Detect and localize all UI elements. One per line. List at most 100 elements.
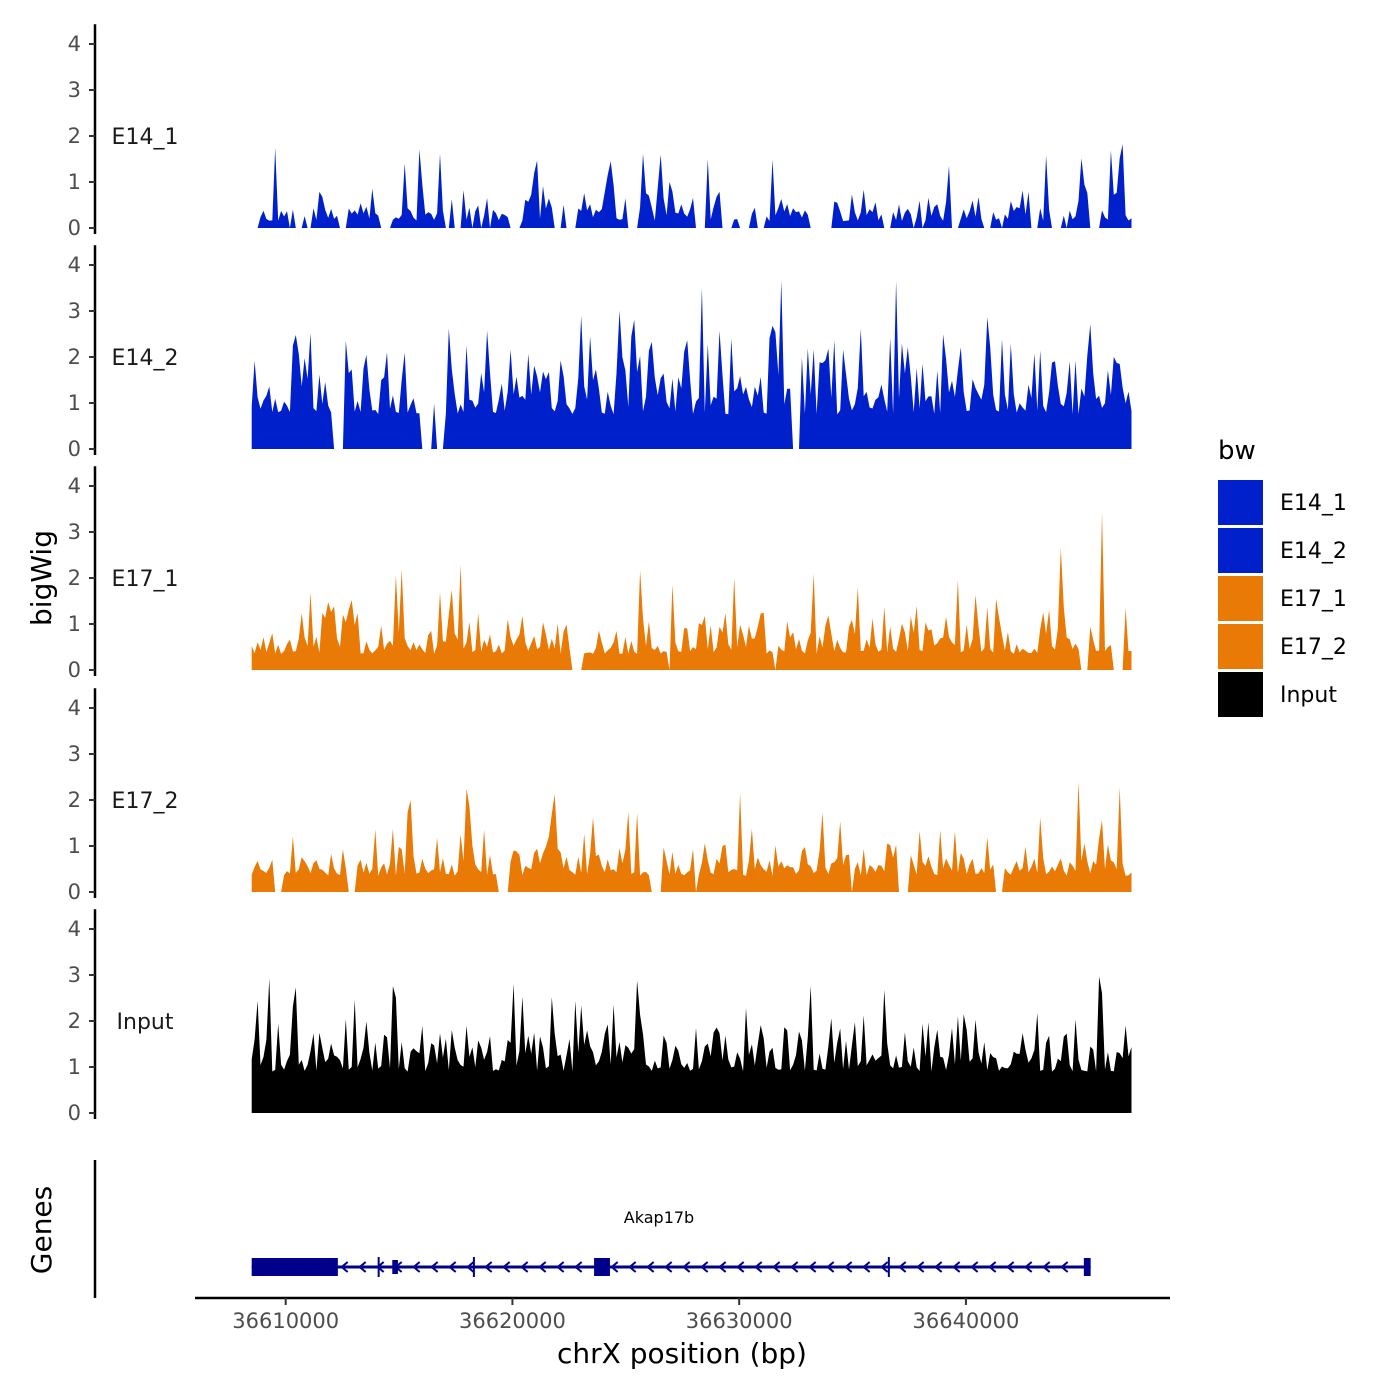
x-tick-label: 36630000 bbox=[686, 1309, 793, 1333]
strand-arrow bbox=[862, 1261, 871, 1273]
x-axis: 36610000 36620000 36630000 36640000 bbox=[195, 1296, 1170, 1333]
legend-key-Input bbox=[1218, 672, 1263, 717]
y-tick-label: 1 bbox=[68, 834, 81, 858]
strand-arrow bbox=[772, 1261, 781, 1273]
strand-arrow bbox=[934, 1261, 943, 1273]
strand-arrow bbox=[502, 1261, 511, 1273]
y-tick-label: 0 bbox=[68, 1101, 81, 1125]
strand-arrow bbox=[358, 1261, 367, 1273]
strand-arrow bbox=[826, 1261, 835, 1273]
strand-arrow bbox=[682, 1261, 691, 1273]
strand-arrow bbox=[754, 1261, 763, 1273]
y-tick-label: 3 bbox=[68, 78, 81, 102]
strand-arrow bbox=[430, 1261, 439, 1273]
strand-arrow bbox=[898, 1261, 907, 1273]
gene-exon bbox=[594, 1258, 610, 1276]
y-tick-label: 3 bbox=[68, 520, 81, 544]
strand-arrow bbox=[466, 1261, 475, 1273]
strand-arrow bbox=[574, 1261, 583, 1273]
y-tick-label: 1 bbox=[68, 391, 81, 415]
strand-arrow bbox=[808, 1261, 817, 1273]
y-tick-label: 0 bbox=[68, 658, 81, 682]
track-label-E17_2: E17_2 bbox=[112, 789, 179, 814]
strand-arrow bbox=[448, 1261, 457, 1273]
legend-label-E14_1: E14_1 bbox=[1280, 491, 1347, 516]
gene-name-label: Akap17b bbox=[624, 1208, 694, 1227]
strand-arrow bbox=[412, 1261, 421, 1273]
x-tick-label: 36640000 bbox=[912, 1309, 1019, 1333]
coverage-area-E14_1 bbox=[251, 144, 1132, 228]
coverage-area-E14_2 bbox=[251, 280, 1132, 449]
y-tick-label: 4 bbox=[68, 32, 81, 56]
strand-arrow bbox=[340, 1261, 349, 1273]
y-tick-label: 0 bbox=[68, 216, 81, 240]
track-E14_1: 0 1 2 3 4 E14_1 bbox=[68, 24, 1132, 240]
strand-arrow bbox=[664, 1261, 673, 1273]
legend: bw E14_1 E14_2 E17_1 E17_2 Input bbox=[1218, 436, 1347, 717]
coverage-tracks: 0 1 2 3 4 E14_1 0 1 2 3 4 E14_2 0 1 2 3 4 E17_1 0 1 2 3 4 E17_2… bbox=[68, 24, 1132, 1125]
y-tick-label: 3 bbox=[68, 742, 81, 766]
strand-arrow bbox=[844, 1261, 853, 1273]
legend-key-E14_1 bbox=[1218, 480, 1263, 525]
legend-key-E14_2 bbox=[1218, 528, 1263, 573]
y-tick-label: 3 bbox=[68, 299, 81, 323]
y-tick-label: 2 bbox=[68, 345, 81, 369]
strand-arrow bbox=[484, 1261, 493, 1273]
coverage-area-E17_1 bbox=[251, 512, 1132, 670]
track-E17_2: 0 1 2 3 4 E17_2 bbox=[68, 688, 1132, 904]
legend-label-Input: Input bbox=[1280, 683, 1337, 708]
y-tick-label: 1 bbox=[68, 170, 81, 194]
strand-arrow bbox=[988, 1261, 997, 1273]
track-E14_2: 0 1 2 3 4 E14_2 bbox=[68, 245, 1132, 461]
y-tick-label: 4 bbox=[68, 917, 81, 941]
y-axis-title: bigWig bbox=[25, 530, 58, 626]
coverage-area-E17_2 bbox=[251, 781, 1132, 892]
legend-label-E14_2: E14_2 bbox=[1280, 539, 1347, 564]
y-tick-label: 2 bbox=[68, 1009, 81, 1033]
track-Input: 0 1 2 3 4 Input bbox=[68, 909, 1132, 1125]
y-tick-label: 4 bbox=[68, 253, 81, 277]
strand-arrow bbox=[700, 1261, 709, 1273]
strand-arrow bbox=[916, 1261, 925, 1273]
y-tick-label: 0 bbox=[68, 880, 81, 904]
track-label-E14_2: E14_2 bbox=[112, 346, 179, 371]
strand-arrow bbox=[1024, 1261, 1033, 1273]
y-tick-label: 2 bbox=[68, 788, 81, 812]
strand-arrow bbox=[610, 1261, 619, 1273]
legend-key-E17_1 bbox=[1218, 576, 1263, 621]
strand-arrow bbox=[736, 1261, 745, 1273]
x-axis-title: chrX position (bp) bbox=[557, 1337, 807, 1370]
y-tick-label: 1 bbox=[68, 612, 81, 636]
y-tick-label: 4 bbox=[68, 696, 81, 720]
y-tick-label: 2 bbox=[68, 124, 81, 148]
strand-arrow bbox=[1060, 1261, 1069, 1273]
y-tick-label: 0 bbox=[68, 437, 81, 461]
strand-arrow bbox=[520, 1261, 529, 1273]
y-tick-label: 3 bbox=[68, 963, 81, 987]
gene-track: Akap17b bbox=[93, 1160, 1091, 1298]
strand-arrow bbox=[1006, 1261, 1015, 1273]
strand-arrow bbox=[538, 1261, 547, 1273]
coverage-area-Input bbox=[251, 976, 1132, 1113]
genes-axis-title: Genes bbox=[25, 1186, 58, 1274]
strand-arrow bbox=[952, 1261, 961, 1273]
y-tick-label: 4 bbox=[68, 474, 81, 498]
strand-arrow bbox=[628, 1261, 637, 1273]
legend-key-E17_2 bbox=[1218, 624, 1263, 669]
legend-title: bw bbox=[1218, 436, 1256, 466]
gene-exon bbox=[1083, 1258, 1091, 1276]
gene-exon-small bbox=[392, 1260, 398, 1274]
y-tick-label: 2 bbox=[68, 566, 81, 590]
gene-exon bbox=[251, 1258, 338, 1276]
y-tick-label: 1 bbox=[68, 1055, 81, 1079]
strand-arrow bbox=[646, 1261, 655, 1273]
legend-label-E17_2: E17_2 bbox=[1280, 635, 1347, 660]
x-tick-label: 36610000 bbox=[232, 1309, 339, 1333]
strand-arrow bbox=[556, 1261, 565, 1273]
track-label-Input: Input bbox=[117, 1010, 174, 1035]
track-label-E17_1: E17_1 bbox=[112, 567, 179, 592]
strand-arrow bbox=[718, 1261, 727, 1273]
x-tick-label: 36620000 bbox=[459, 1309, 566, 1333]
strand-arrow bbox=[970, 1261, 979, 1273]
